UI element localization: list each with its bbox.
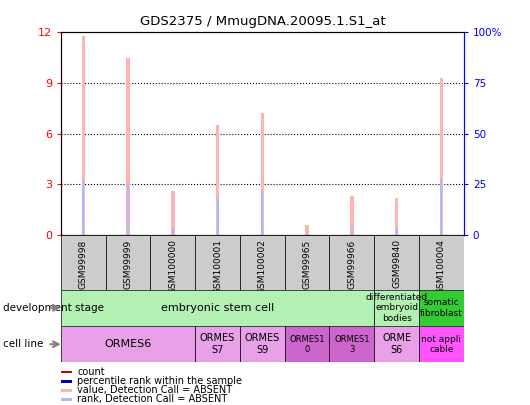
Bar bbox=[374, 326, 419, 362]
Text: GSM100001: GSM100001 bbox=[213, 239, 222, 294]
Bar bbox=[306, 233, 308, 235]
Text: percentile rank within the sample: percentile rank within the sample bbox=[77, 376, 242, 386]
Text: ORMES
S7: ORMES S7 bbox=[200, 333, 235, 355]
Bar bbox=[261, 191, 263, 235]
Bar bbox=[439, 78, 443, 235]
Bar bbox=[61, 371, 72, 373]
Text: GSM100004: GSM100004 bbox=[437, 239, 446, 294]
Bar bbox=[419, 235, 464, 290]
Bar bbox=[171, 191, 174, 235]
Bar bbox=[82, 179, 84, 235]
Text: value, Detection Call = ABSENT: value, Detection Call = ABSENT bbox=[77, 385, 233, 395]
Bar bbox=[195, 326, 240, 362]
Title: GDS2375 / MmugDNA.20095.1.S1_at: GDS2375 / MmugDNA.20095.1.S1_at bbox=[139, 15, 385, 28]
Text: GSM99840: GSM99840 bbox=[392, 239, 401, 288]
Bar bbox=[261, 113, 264, 235]
Bar bbox=[240, 235, 285, 290]
Bar bbox=[374, 290, 419, 326]
Text: differentiated
embryoid
bodies: differentiated embryoid bodies bbox=[366, 293, 428, 323]
Bar bbox=[285, 326, 330, 362]
Bar bbox=[419, 290, 464, 326]
Bar bbox=[216, 125, 219, 235]
Text: ORMES1
0: ORMES1 0 bbox=[289, 335, 325, 354]
Bar bbox=[61, 379, 72, 383]
Bar bbox=[151, 235, 195, 290]
Bar bbox=[419, 326, 464, 362]
Text: GSM100000: GSM100000 bbox=[169, 239, 178, 294]
Bar bbox=[395, 198, 399, 235]
Text: ORMES
S9: ORMES S9 bbox=[245, 333, 280, 355]
Bar bbox=[350, 196, 354, 235]
Text: GSM99965: GSM99965 bbox=[303, 239, 312, 288]
Text: ORMES6: ORMES6 bbox=[104, 339, 152, 349]
Bar bbox=[217, 198, 218, 235]
Text: rank, Detection Call = ABSENT: rank, Detection Call = ABSENT bbox=[77, 394, 228, 404]
Bar bbox=[82, 36, 85, 235]
Bar bbox=[61, 326, 195, 362]
Bar bbox=[126, 58, 130, 235]
Text: embryonic stem cell: embryonic stem cell bbox=[161, 303, 274, 313]
Bar bbox=[395, 228, 398, 235]
Text: development stage: development stage bbox=[3, 303, 104, 313]
Text: cell line: cell line bbox=[3, 339, 43, 349]
Bar bbox=[105, 235, 151, 290]
Text: not appli
cable: not appli cable bbox=[421, 335, 462, 354]
Bar bbox=[330, 326, 374, 362]
Bar bbox=[305, 225, 309, 235]
Text: GSM99998: GSM99998 bbox=[79, 239, 88, 288]
Bar bbox=[330, 235, 374, 290]
Bar bbox=[351, 226, 353, 235]
Bar bbox=[61, 235, 105, 290]
Text: count: count bbox=[77, 367, 105, 377]
Text: ORMES1
3: ORMES1 3 bbox=[334, 335, 369, 354]
Bar bbox=[61, 290, 374, 326]
Text: ORME
S6: ORME S6 bbox=[382, 333, 411, 355]
Text: somatic
fibroblast: somatic fibroblast bbox=[420, 298, 463, 318]
Bar bbox=[61, 398, 72, 401]
Bar bbox=[285, 235, 330, 290]
Bar bbox=[440, 179, 443, 235]
Text: GSM100002: GSM100002 bbox=[258, 239, 267, 294]
Text: GSM99999: GSM99999 bbox=[123, 239, 132, 288]
Bar bbox=[374, 235, 419, 290]
Bar bbox=[127, 183, 129, 235]
Bar bbox=[172, 228, 174, 235]
Bar bbox=[61, 389, 72, 392]
Bar bbox=[240, 326, 285, 362]
Bar bbox=[195, 235, 240, 290]
Text: GSM99966: GSM99966 bbox=[347, 239, 356, 288]
